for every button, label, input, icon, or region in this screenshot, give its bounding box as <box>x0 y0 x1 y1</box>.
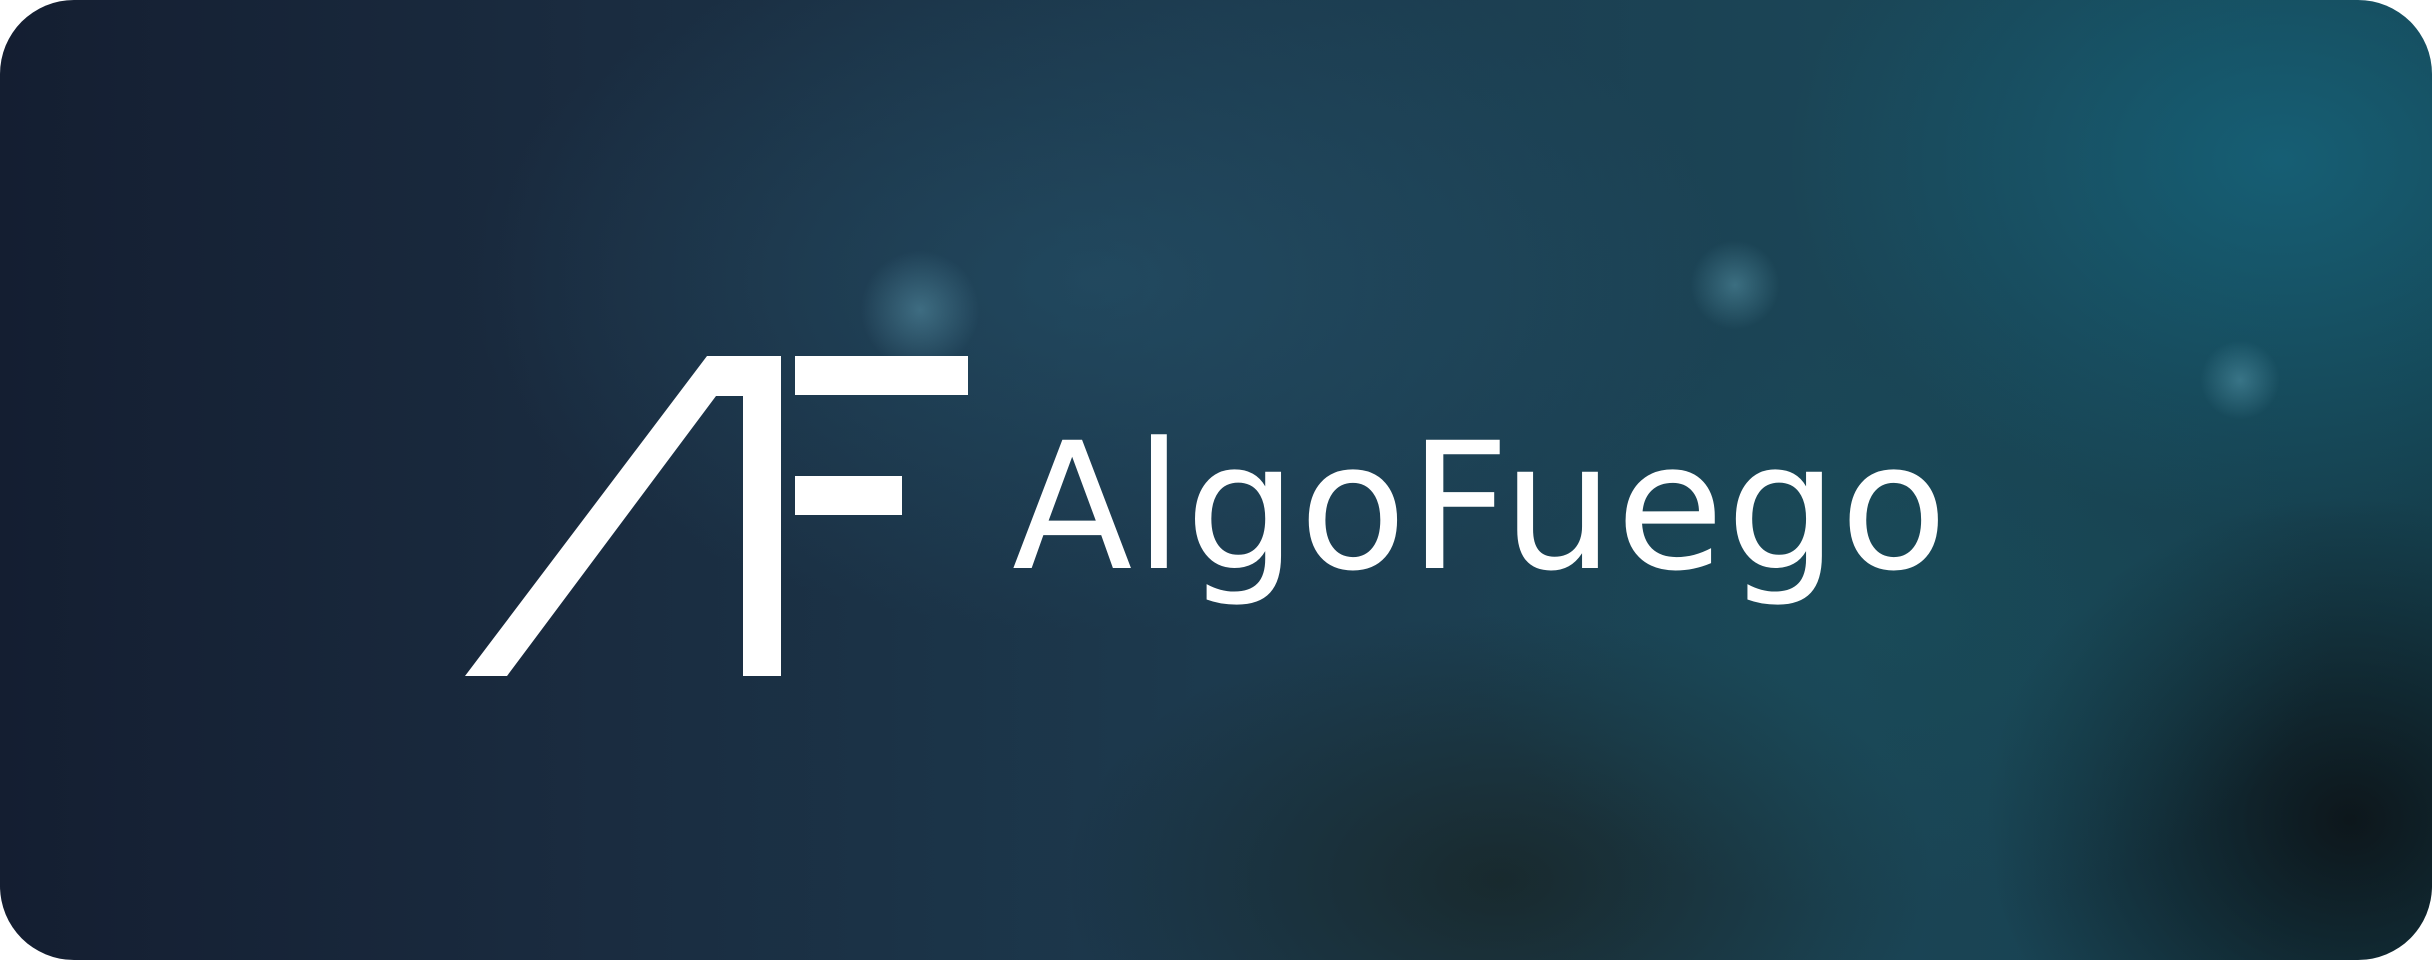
brand-name: AlgoFuego <box>1012 405 1950 610</box>
af-monogram-icon <box>465 356 968 676</box>
bokeh-light <box>2200 340 2280 420</box>
bokeh-light <box>860 250 980 370</box>
bokeh-light <box>1690 240 1780 330</box>
